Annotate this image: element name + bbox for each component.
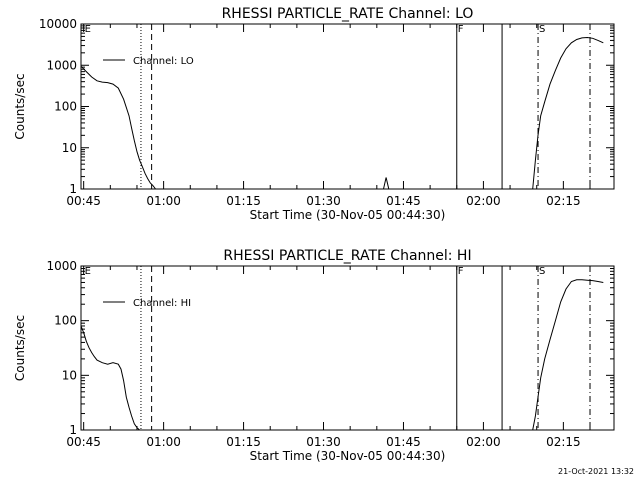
series-line — [80, 325, 140, 431]
x-axis-label: Start Time (30-Nov-05 00:44:30) — [250, 449, 446, 463]
panel-hi: RHESSI PARTICLE_RATE Channel: HI 00:45 01:… — [13, 248, 615, 463]
event-marker-label: E — [85, 24, 91, 35]
y-tick-label: 100 — [54, 314, 77, 328]
x-axis-label: Start Time (30-Nov-05 00:44:30) — [250, 208, 446, 222]
x-tick-label: 02:15 — [546, 435, 581, 449]
x-tick-label: 01:00 — [146, 194, 181, 208]
y-tick-label: 1 — [69, 182, 77, 196]
x-tick-label: 00:45 — [66, 194, 101, 208]
x-tick-label: 00:45 — [66, 435, 101, 449]
y-axis-label: Counts/sec — [13, 73, 27, 139]
chart-title: RHESSI PARTICLE_RATE Channel: HI — [223, 248, 471, 264]
y-tick-label: 1 — [69, 423, 77, 437]
event-marker-label: E — [85, 266, 91, 277]
x-tick-label: 01:45 — [386, 435, 421, 449]
series-line — [532, 36, 604, 190]
legend-label: Channel: HI — [133, 298, 191, 309]
y-axis-label: Counts/sec — [13, 315, 27, 381]
y-tick-label: 100 — [54, 100, 77, 114]
chart-title: RHESSI PARTICLE_RATE Channel: LO — [222, 6, 474, 22]
series-line — [532, 279, 604, 431]
y-tick-label: 10 — [62, 141, 77, 155]
y-tick-label: 1000 — [46, 58, 77, 72]
y-tick-label: 10000 — [39, 17, 77, 31]
x-tick-label: 01:30 — [306, 435, 341, 449]
series-line — [383, 177, 390, 190]
legend-label: Channel: LO — [133, 56, 194, 67]
x-tick-label: 02:15 — [546, 194, 581, 208]
event-marker-label: F — [458, 266, 464, 277]
x-tick-label: 01:15 — [226, 435, 261, 449]
x-tick-label: 01:15 — [226, 194, 261, 208]
x-tick-label: 02:00 — [466, 194, 501, 208]
y-tick-label: 1000 — [46, 259, 77, 273]
event-marker-label: F — [458, 24, 464, 35]
panel-lo: RHESSI PARTICLE_RATE Channel: LO 00:45 01:… — [13, 6, 615, 222]
plot-frame — [80, 265, 615, 431]
x-tick-label: 01:45 — [386, 194, 421, 208]
x-tick-label: 02:00 — [466, 435, 501, 449]
series-line — [80, 65, 156, 190]
y-tick-label: 10 — [62, 368, 77, 382]
plot-timestamp: 21-Oct-2021 13:32 — [558, 467, 634, 476]
event-marker-label: S — [539, 266, 545, 277]
x-tick-label: 01:30 — [306, 194, 341, 208]
event-marker-label: S — [539, 24, 545, 35]
x-tick-label: 01:00 — [146, 435, 181, 449]
